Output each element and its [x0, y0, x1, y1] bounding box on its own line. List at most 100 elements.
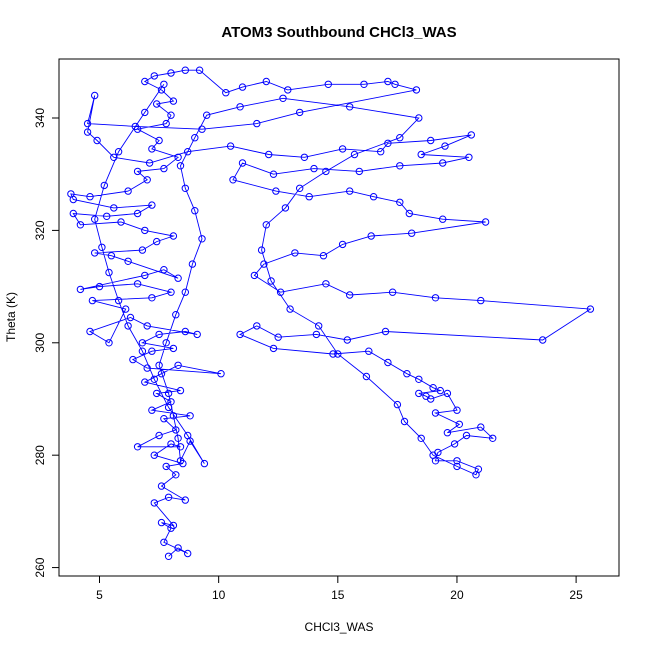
data-point: [253, 119, 261, 128]
data-point: [124, 322, 132, 330]
data-point: [181, 327, 190, 336]
data-point: [269, 170, 278, 178]
data-point: [148, 201, 156, 209]
data-point: [176, 162, 185, 170]
data-point: [124, 187, 132, 195]
data-point: [193, 330, 201, 339]
data-point: [157, 518, 166, 527]
data-point: [148, 145, 156, 153]
data-point: [138, 339, 147, 347]
x-axis-label: CHCl3_WAS: [305, 620, 374, 634]
data-point: [322, 280, 330, 288]
data-point: [312, 330, 321, 339]
data-point: [362, 372, 371, 381]
data-point: [279, 94, 287, 103]
data-point: [148, 294, 156, 302]
data-point: [296, 108, 304, 117]
data-point: [415, 114, 423, 122]
data-point: [427, 395, 435, 403]
data-point: [286, 305, 294, 313]
data-point: [253, 322, 261, 330]
data-point: [229, 176, 237, 184]
data-point: [267, 277, 275, 285]
data-point: [67, 190, 75, 198]
data-point: [453, 457, 461, 465]
data-point: [141, 378, 149, 386]
data-point: [322, 167, 330, 176]
data-point: [455, 420, 463, 428]
data-point: [150, 451, 159, 459]
data-point: [133, 167, 142, 176]
data-point: [262, 221, 270, 229]
data-point: [164, 552, 173, 560]
data-point: [157, 370, 166, 378]
x-tick-label: 25: [569, 588, 583, 602]
data-point: [276, 288, 285, 296]
data-point: [472, 471, 480, 479]
data-point: [110, 204, 118, 212]
data-point: [86, 193, 94, 201]
data-point: [203, 111, 211, 119]
data-point: [105, 339, 113, 347]
y-tick-label: 260: [33, 557, 47, 577]
y-tick-label: 320: [33, 220, 47, 240]
data-point: [346, 291, 354, 299]
data-point: [155, 330, 163, 339]
data-point: [346, 187, 354, 195]
data-point: [174, 274, 182, 282]
data-point: [305, 193, 313, 201]
data-point: [443, 429, 452, 437]
data-point: [350, 150, 359, 159]
data-point: [150, 499, 159, 507]
data-point: [334, 350, 342, 358]
data-point: [431, 409, 440, 417]
data-point: [338, 145, 347, 153]
data-point: [91, 91, 99, 100]
data-point: [396, 162, 404, 170]
data-point: [391, 80, 399, 89]
data-point: [539, 336, 547, 344]
data-point: [169, 412, 178, 420]
data-point: [415, 389, 423, 398]
data-point: [346, 103, 354, 111]
data-point: [110, 153, 118, 162]
data-point: [131, 122, 140, 131]
data-point: [176, 386, 185, 395]
data-point: [69, 209, 78, 218]
data-point: [143, 176, 151, 184]
plot-frame: [58, 58, 620, 577]
data-point: [145, 159, 154, 167]
data-point: [400, 417, 409, 426]
data-point: [160, 164, 168, 173]
data-point: [453, 462, 461, 471]
data-point: [129, 355, 137, 364]
data-point: [153, 100, 161, 108]
data-point: [265, 150, 273, 159]
data-point: [403, 370, 411, 378]
data-point: [274, 333, 282, 341]
data-point: [443, 389, 452, 398]
data-point: [167, 69, 175, 77]
data-point: [148, 347, 156, 355]
data-point: [388, 288, 397, 296]
data-point: [417, 150, 425, 159]
data-point: [291, 249, 299, 257]
data-point: [450, 440, 459, 448]
data-point: [164, 403, 173, 412]
data-point: [155, 431, 163, 440]
data-point: [198, 235, 206, 243]
data-point: [174, 153, 182, 162]
data-point: [310, 164, 318, 173]
data-point: [384, 77, 392, 86]
data-point: [431, 294, 440, 302]
data-point: [417, 434, 425, 442]
data-point: [329, 350, 337, 358]
data-point: [133, 280, 142, 288]
data-point: [257, 246, 266, 254]
data-point: [343, 336, 351, 344]
data-point: [172, 311, 180, 319]
data-point: [162, 339, 170, 347]
data-point: [167, 111, 175, 119]
